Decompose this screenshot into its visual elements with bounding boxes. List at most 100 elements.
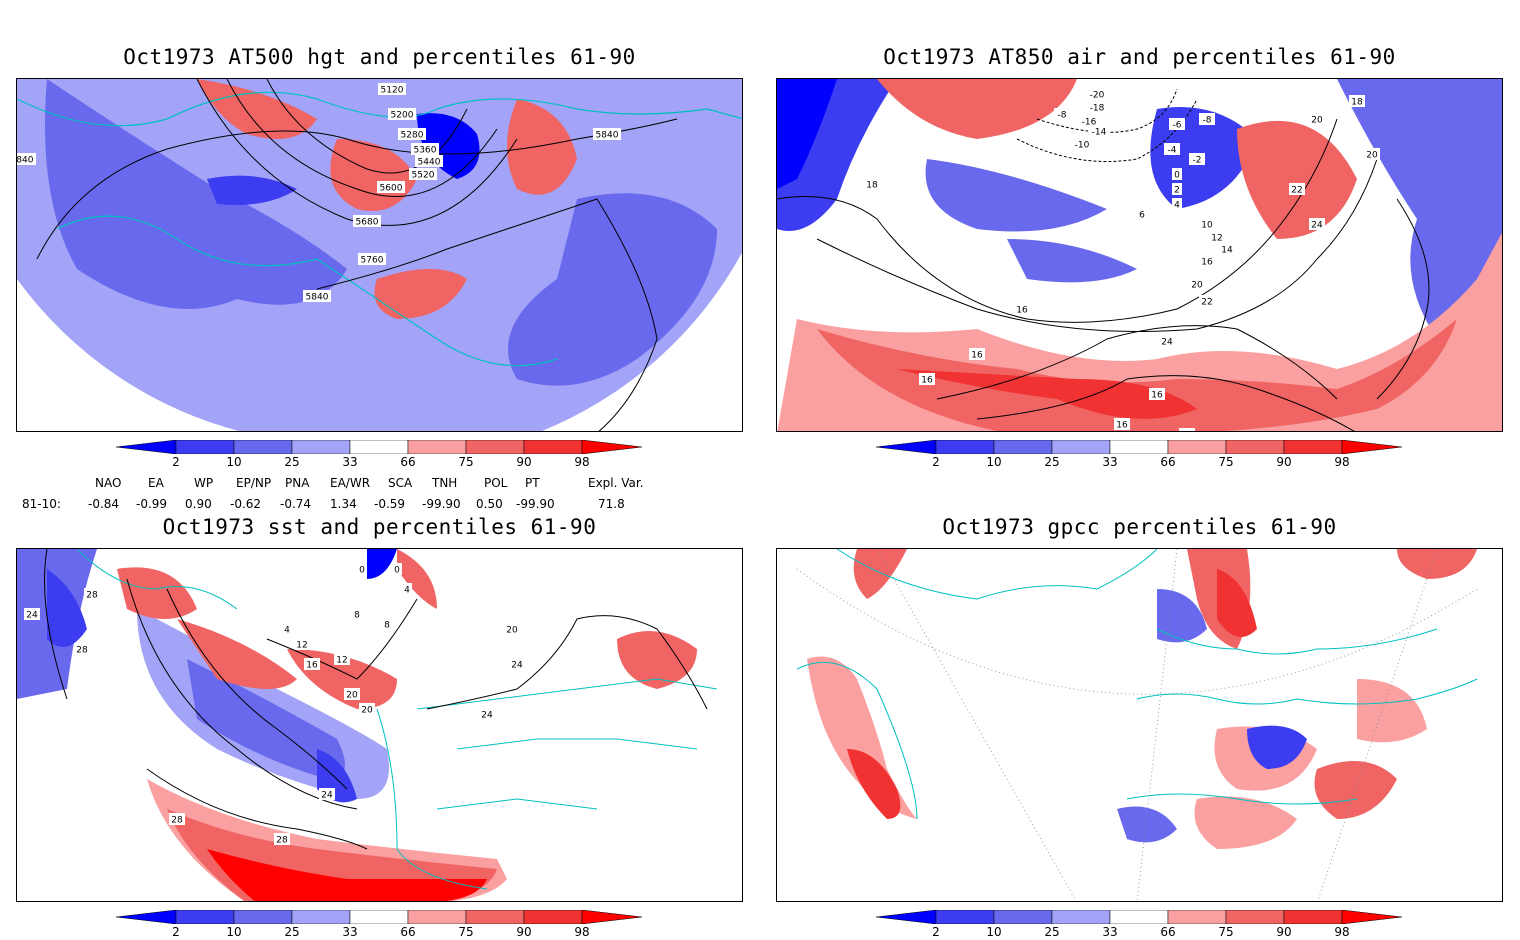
- colorbar-swatch: [1341, 910, 1403, 924]
- svg-text:24: 24: [321, 791, 333, 801]
- contour-label: 5760: [358, 253, 386, 266]
- index-header: PT: [525, 476, 540, 490]
- colorbar-swatch: [291, 910, 351, 924]
- svg-text:22: 22: [1201, 298, 1212, 308]
- svg-text:18: 18: [1351, 98, 1363, 108]
- svg-text:22: 22: [1291, 186, 1302, 196]
- svg-text:6: 6: [1139, 211, 1145, 221]
- colorbar-tick-label: 2: [932, 455, 940, 469]
- colorbar-swatch: [1167, 910, 1227, 924]
- contour-label: 20: [1364, 148, 1380, 161]
- colorbar-swatch: [1109, 910, 1169, 924]
- contour-label: -18: [1086, 101, 1108, 114]
- colorbar-swatch: [876, 440, 937, 454]
- contour-label: 28: [274, 833, 290, 846]
- index-header: EA: [148, 476, 164, 490]
- colorbar-swatch: [581, 910, 643, 924]
- map-hgt: 5120 5200 5280 5360 5440 5520 5600 5680 5760 5840…: [16, 78, 743, 432]
- svg-text:5440: 5440: [418, 158, 441, 168]
- colorbar-tick-label: 10: [986, 455, 1002, 469]
- contour-label: 5520: [409, 168, 437, 181]
- svg-text:12: 12: [336, 656, 347, 666]
- colorbar-swatch: [407, 440, 467, 454]
- contour-label: 4: [1172, 198, 1182, 211]
- svg-text:14: 14: [1221, 246, 1233, 256]
- contour-label: -8: [1199, 113, 1215, 126]
- contour-label: 20: [359, 703, 375, 716]
- svg-text:16: 16: [921, 376, 933, 386]
- contour-label: 24: [509, 658, 525, 671]
- colorbar-swatch: [1225, 910, 1285, 924]
- contour-label: -2: [1189, 153, 1205, 166]
- colorbar-swatch: [1341, 440, 1403, 454]
- colorbar-tick-label: 66: [1160, 925, 1176, 939]
- colorbar-tick-label: 33: [1102, 455, 1118, 469]
- svg-text:16: 16: [306, 661, 318, 671]
- svg-text:2: 2: [1174, 186, 1180, 196]
- colorbar-tick-label: 25: [284, 455, 300, 469]
- contour-label: -20: [1086, 88, 1108, 101]
- svg-text:-20: -20: [1090, 91, 1105, 101]
- colorbar-tick-label: 33: [1102, 925, 1118, 939]
- contour-label: -8: [1054, 108, 1070, 121]
- svg-text:-8: -8: [1058, 111, 1067, 121]
- index-header: Expl. Var.: [588, 476, 644, 490]
- contour-label: 18: [864, 178, 880, 191]
- index-header: SCA: [388, 476, 413, 490]
- colorbar-swatch: [291, 440, 351, 454]
- svg-text:5360: 5360: [414, 146, 437, 156]
- index-value: -99.90: [422, 497, 461, 511]
- index-header: WP: [194, 476, 214, 490]
- svg-text:4: 4: [1174, 201, 1180, 211]
- contour-label: 5840: [17, 153, 36, 166]
- svg-text:20: 20: [1366, 151, 1378, 161]
- colorbar-swatch: [993, 440, 1053, 454]
- colorbar-tick-label: 75: [1218, 925, 1234, 939]
- index-header: NAO: [95, 476, 122, 490]
- svg-text:5840: 5840: [596, 131, 619, 141]
- contour-label: 16: [919, 373, 935, 386]
- contour-label: 16: [1114, 418, 1130, 431]
- contour-label: 24: [1309, 218, 1325, 231]
- colorbar-tick-label: 98: [1334, 925, 1350, 939]
- svg-text:16: 16: [1116, 421, 1128, 431]
- colorbar-tick-label: 2: [932, 925, 940, 939]
- contour-label: 4: [402, 583, 412, 596]
- colorbar-tick-label: 90: [516, 455, 532, 469]
- colorbar-swatch: [233, 910, 293, 924]
- index-value: 0.90: [185, 497, 212, 511]
- colorbar-swatch: [407, 910, 467, 924]
- contour-label: 8: [352, 608, 362, 621]
- contour-label: 6: [1137, 208, 1147, 221]
- svg-text:5760: 5760: [361, 256, 384, 266]
- svg-text:5680: 5680: [356, 218, 379, 228]
- colorbar-swatch: [935, 440, 995, 454]
- svg-text:-14: -14: [1092, 128, 1107, 138]
- colorbar-4: 2 10 25 33 66 75 90 98: [876, 910, 1406, 940]
- map-gpcc: [776, 548, 1503, 902]
- colorbar-swatch: [233, 440, 293, 454]
- contour-label: 5840: [593, 128, 621, 141]
- svg-text:5600: 5600: [380, 184, 403, 194]
- contour-label: 16: [1014, 303, 1030, 316]
- contour-label: -4: [1164, 143, 1180, 156]
- contour-label: 5200: [388, 108, 416, 121]
- svg-text:16: 16: [1201, 258, 1213, 268]
- colorbar-tick-label: 10: [226, 455, 242, 469]
- svg-text:5120: 5120: [381, 86, 404, 96]
- svg-text:16: 16: [1181, 431, 1193, 433]
- contour-label: 16: [304, 658, 320, 671]
- index-value: -0.84: [88, 497, 120, 511]
- contour-label: 0: [1172, 168, 1182, 181]
- colorbar-swatches: [116, 910, 643, 924]
- svg-text:28: 28: [76, 646, 88, 656]
- panel-title-hgt: Oct1973 AT500 hgt and percentiles 61-90: [123, 45, 636, 69]
- svg-text:0: 0: [394, 566, 400, 576]
- colorbar-swatch: [175, 910, 235, 924]
- colorbar-swatch: [1109, 440, 1169, 454]
- colorbar-1: 2 10 25 33 66 75 90 98: [116, 440, 646, 470]
- colorbar-tick-label: 75: [1218, 455, 1234, 469]
- colorbar-swatch: [465, 910, 525, 924]
- panel-title-gpcc: Oct1973 gpcc percentiles 61-90: [942, 515, 1337, 539]
- index-value: -0.74: [280, 497, 312, 511]
